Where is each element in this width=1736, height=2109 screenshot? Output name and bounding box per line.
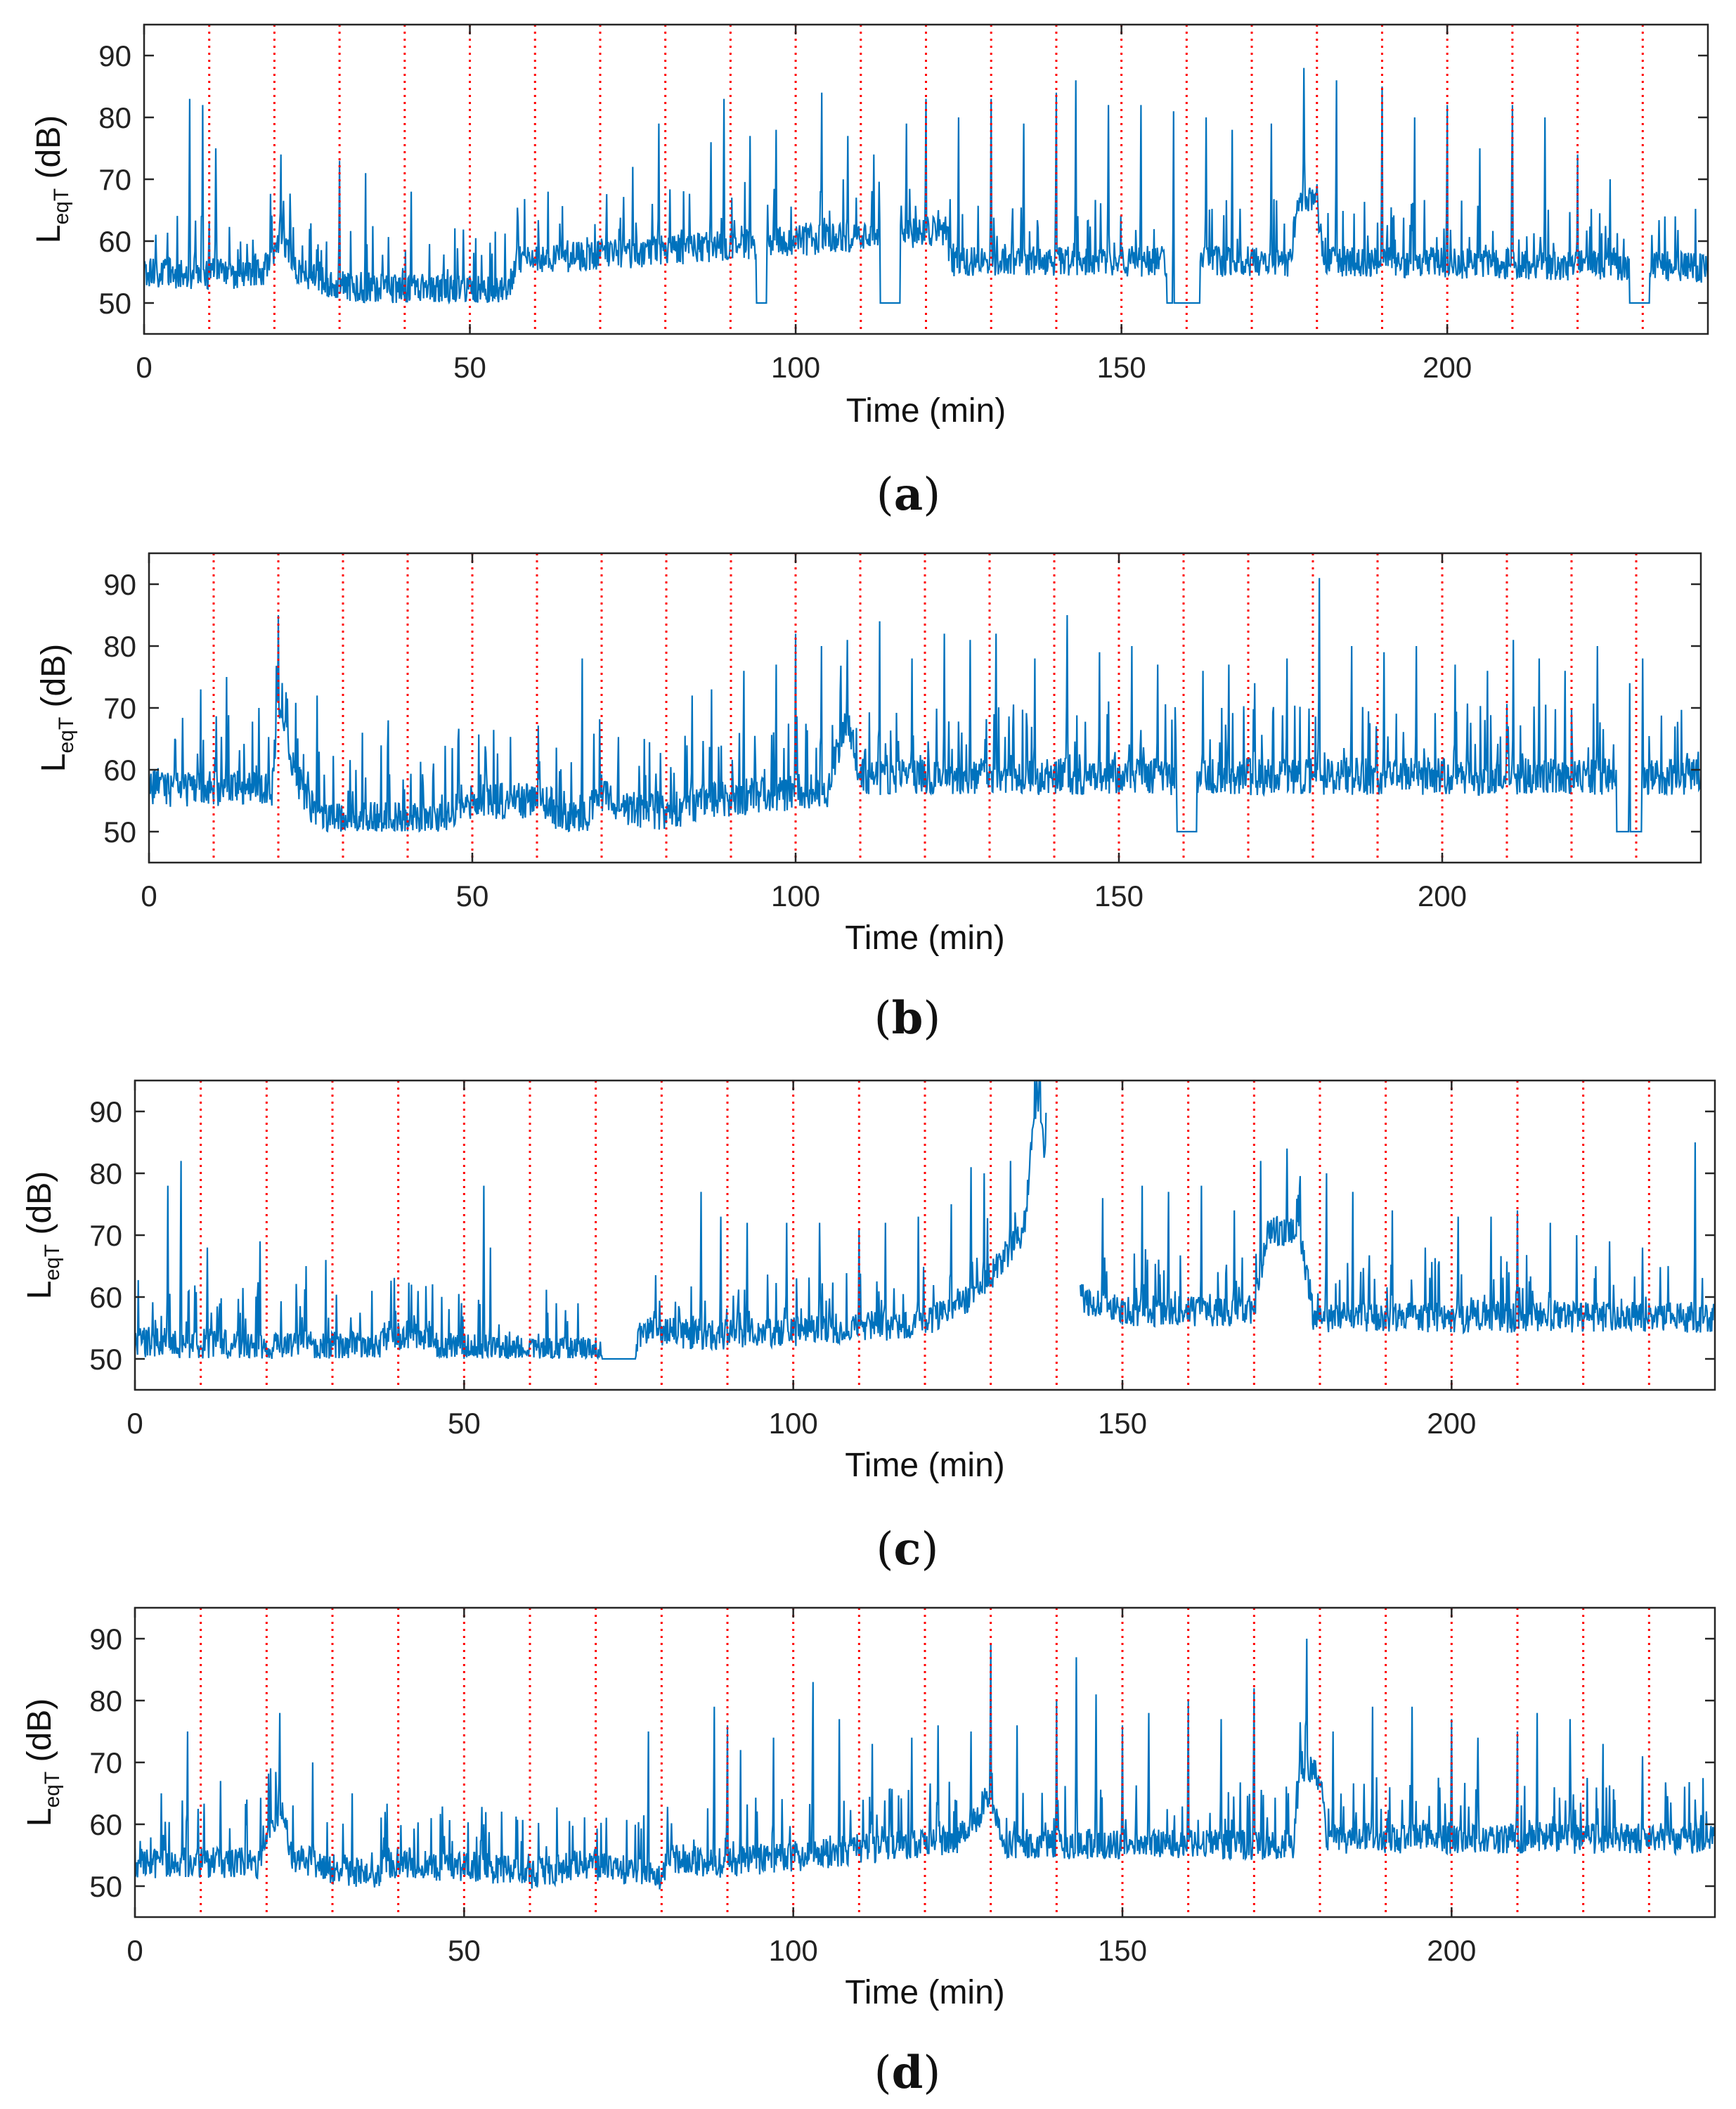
x-tick-label: 50 xyxy=(453,351,486,384)
x-axis-label: Time (min) xyxy=(846,392,1006,430)
x-tick-label: 0 xyxy=(127,1934,143,1967)
x-tick-label: 0 xyxy=(141,879,157,912)
panel-label: (c) xyxy=(876,1523,939,1575)
y-tick-label: 80 xyxy=(98,101,131,134)
x-axis-label: Time (min) xyxy=(845,1447,1005,1484)
y-axis-label-unit: (dB) xyxy=(30,115,67,188)
y-tick-label: 70 xyxy=(98,163,131,196)
x-tick-label: 50 xyxy=(448,1407,481,1440)
x-axis-label: Time (min) xyxy=(845,920,1005,957)
panel-label: (a) xyxy=(876,468,940,521)
y-tick-label: 60 xyxy=(103,754,136,787)
x-tick-label: 0 xyxy=(127,1407,143,1440)
y-tick-label: 70 xyxy=(89,1219,122,1252)
x-tick-label: 200 xyxy=(1418,879,1467,912)
x-tick-label: 100 xyxy=(771,879,820,912)
y-axis-label-subscript: eqT xyxy=(41,1244,64,1281)
panel-label: (d) xyxy=(874,2046,941,2099)
x-tick-label: 200 xyxy=(1427,1407,1476,1440)
y-tick-label: 90 xyxy=(89,1623,122,1656)
x-tick-label: 150 xyxy=(1097,351,1146,384)
x-tick-label: 150 xyxy=(1094,879,1144,912)
y-axis-label: LeqT (dB) xyxy=(30,115,73,243)
y-tick-label: 80 xyxy=(103,630,136,663)
y-tick-label: 90 xyxy=(89,1095,122,1128)
x-tick-label: 50 xyxy=(456,879,489,912)
x-tick-label: 200 xyxy=(1427,1934,1476,1967)
y-axis-label: LeqT (dB) xyxy=(35,644,78,772)
x-axis-label: Time (min) xyxy=(845,1974,1005,2011)
x-tick-label: 50 xyxy=(448,1934,481,1967)
y-axis-label-main: L xyxy=(21,1808,58,1827)
y-axis-label-subscript: eqT xyxy=(50,188,73,225)
y-axis-label: LeqT (dB) xyxy=(21,1698,64,1826)
x-tick-label: 100 xyxy=(769,1407,818,1440)
y-tick-label: 50 xyxy=(98,287,131,320)
x-tick-label: 0 xyxy=(136,351,152,384)
y-tick-label: 80 xyxy=(89,1684,122,1717)
y-axis-label-subscript: eqT xyxy=(55,717,78,754)
y-axis-label: LeqT (dB) xyxy=(21,1171,64,1299)
y-tick-label: 60 xyxy=(98,225,131,258)
x-tick-label: 150 xyxy=(1098,1934,1147,1967)
y-tick-label: 80 xyxy=(89,1157,122,1190)
y-tick-label: 60 xyxy=(89,1281,122,1314)
y-axis-label-main: L xyxy=(21,1281,58,1300)
y-tick-label: 90 xyxy=(103,568,136,601)
y-axis-label-unit: (dB) xyxy=(21,1171,58,1244)
y-tick-label: 50 xyxy=(89,1870,122,1903)
x-tick-label: 200 xyxy=(1423,351,1472,384)
x-tick-label: 100 xyxy=(769,1934,818,1967)
y-tick-label: 70 xyxy=(103,692,136,725)
y-tick-label: 50 xyxy=(89,1343,122,1376)
y-axis-label-unit: (dB) xyxy=(21,1698,58,1772)
y-axis-label-subscript: eqT xyxy=(41,1772,64,1808)
y-axis-label-unit: (dB) xyxy=(35,644,72,717)
y-axis-label-main: L xyxy=(30,225,67,244)
y-tick-label: 70 xyxy=(89,1746,122,1779)
series-line-leqt xyxy=(135,1081,1715,1360)
y-tick-label: 90 xyxy=(98,39,131,72)
x-tick-label: 100 xyxy=(771,351,820,384)
x-tick-label: 150 xyxy=(1098,1407,1147,1440)
y-tick-label: 50 xyxy=(103,815,136,849)
y-tick-label: 60 xyxy=(89,1808,122,1841)
y-axis-label-main: L xyxy=(35,754,72,773)
panel-label: (b) xyxy=(874,992,941,1045)
